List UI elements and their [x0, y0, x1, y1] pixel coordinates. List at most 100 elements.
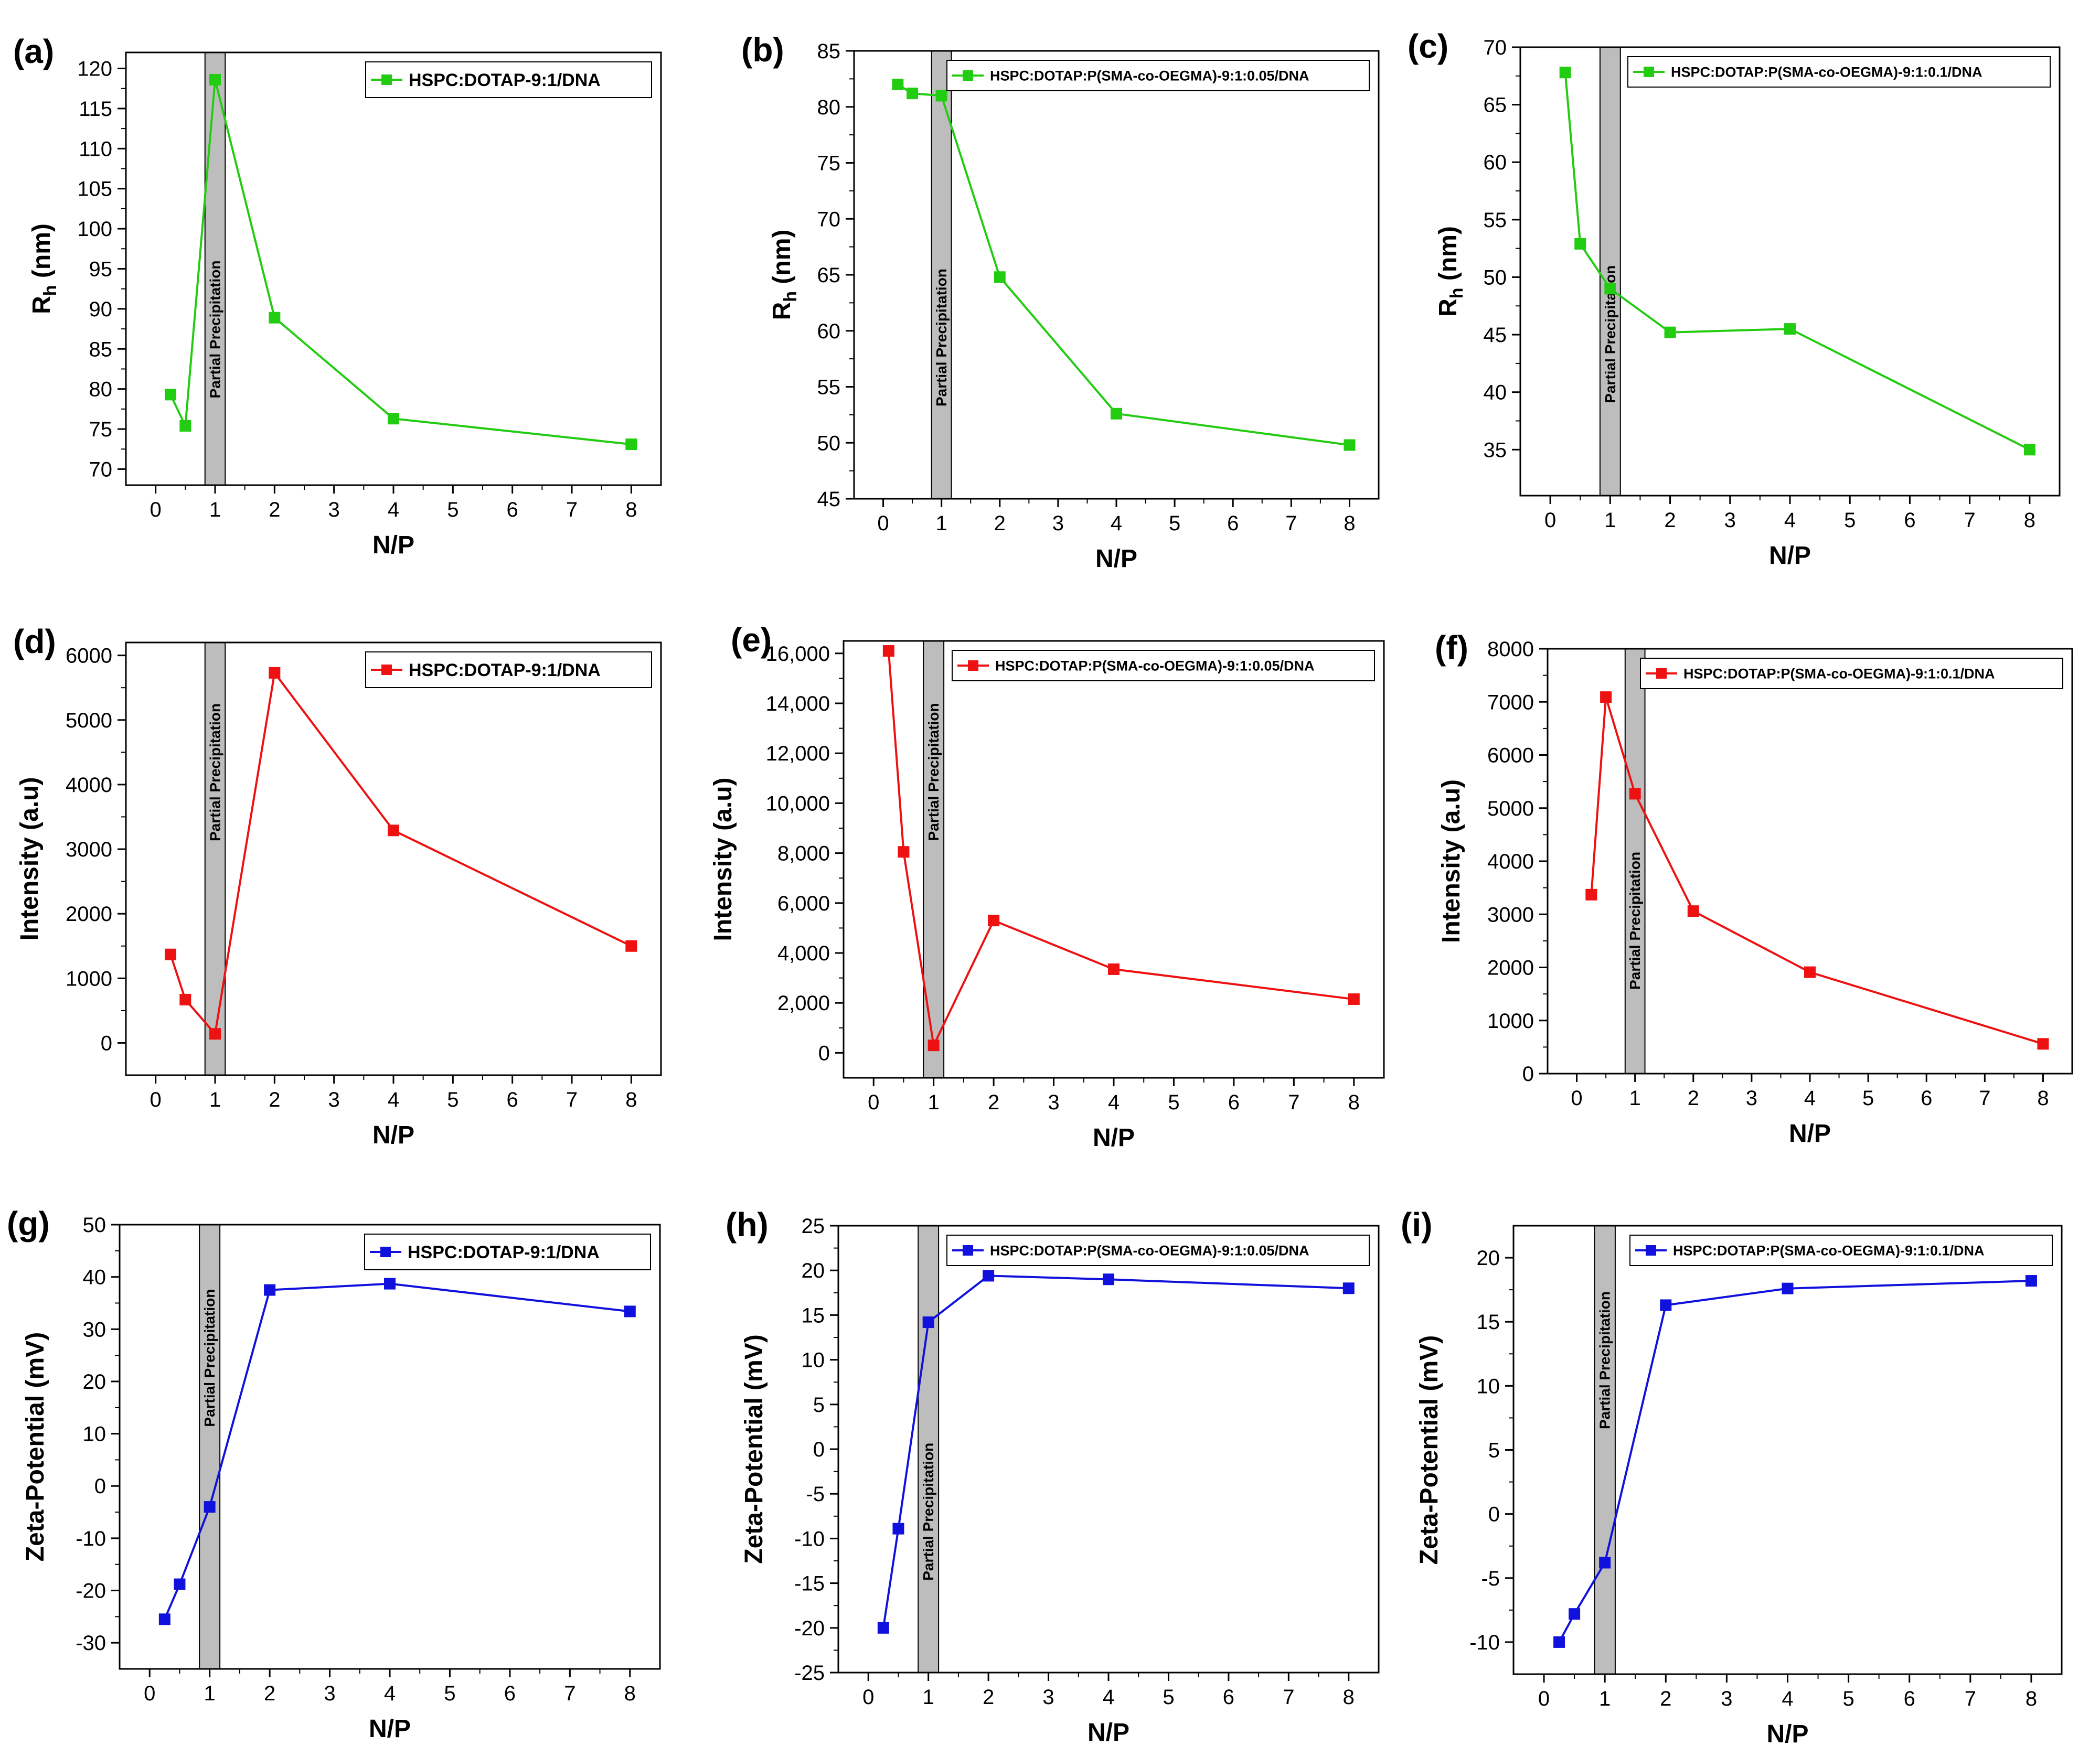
partial-precipitation-band	[931, 50, 952, 499]
x-tick-label: 4	[1782, 1687, 1793, 1710]
legend-marker	[1656, 668, 1667, 679]
data-point	[877, 1622, 889, 1634]
y-tick-label: 70	[817, 208, 841, 231]
data-point	[625, 940, 637, 952]
x-tick-label: 4	[1103, 1686, 1114, 1709]
data-point	[928, 1040, 940, 1052]
y-tick-label: 60	[817, 320, 841, 343]
y-tick-label: 20	[1477, 1247, 1500, 1270]
y-tick-label: 85	[817, 40, 841, 63]
data-point	[1108, 963, 1120, 975]
data-point	[269, 312, 281, 324]
band-label: Partial Precipitation	[1627, 852, 1643, 990]
y-tick-label: 10	[1477, 1375, 1500, 1398]
legend-box	[1640, 658, 2063, 689]
x-axis-title: N/P	[1769, 542, 1811, 570]
x-tick-label: 1	[1604, 509, 1616, 532]
y-tick-label: 0	[101, 1032, 112, 1055]
partial-precipitation-band	[199, 1224, 221, 1669]
y-axis-title: Intensity (a.u)	[709, 777, 737, 941]
data-point	[1599, 1557, 1611, 1569]
x-tick-label: 8	[625, 1088, 637, 1111]
y-axis-title: Zeta-Potential (mV)	[1415, 1335, 1443, 1565]
x-tick-label: 3	[1048, 1091, 1059, 1114]
data-point	[1687, 905, 1699, 917]
x-tick-label: 8	[625, 498, 637, 521]
y-tick-label: 4000	[66, 774, 112, 797]
x-tick-label: 0	[150, 1088, 162, 1111]
panel-letter: (c)	[1408, 27, 1448, 65]
data-point	[1559, 67, 1571, 79]
y-tick-label: 0	[813, 1438, 825, 1461]
legend-label: HSPC:DOTAP:P(SMA-co-OEGMA)-9:1:0.1/DNA	[1673, 1243, 1985, 1259]
data-point	[384, 1278, 396, 1290]
x-tick-label: 2	[1688, 1087, 1699, 1110]
data-point	[983, 1270, 995, 1282]
x-tick-label: 6	[1227, 512, 1239, 535]
x-tick-label: 4	[1804, 1087, 1816, 1110]
y-tick-label: 4000	[1487, 850, 1534, 873]
data-point	[165, 948, 176, 960]
x-tick-label: 7	[1288, 1091, 1299, 1114]
y-tick-label: -20	[76, 1580, 106, 1603]
data-point	[1604, 283, 1616, 295]
y-tick-label: 1000	[66, 967, 112, 990]
y-tick-label: 110	[79, 137, 112, 160]
y-tick-label: -20	[794, 1617, 825, 1640]
x-tick-label: 6	[1228, 1091, 1240, 1114]
x-tick-label: 8	[2026, 1687, 2037, 1710]
series-line	[887, 650, 1355, 1049]
panel-h: Partial Precipitation 0 1 2 3 4 5 6 7 8 -25 -20 -15 -…	[726, 1206, 1380, 1746]
x-tick-label: 1	[204, 1682, 216, 1705]
data-point	[209, 1028, 221, 1040]
x-tick-label: 4	[1111, 512, 1122, 535]
y-tick-label: 85	[89, 338, 113, 361]
data-point	[204, 1501, 216, 1513]
data-point	[1664, 326, 1676, 338]
legend-marker	[381, 74, 392, 85]
x-tick-label: 0	[1544, 509, 1556, 532]
data-point	[1569, 1608, 1581, 1620]
panel-d: Partial Precipitation 0 1 2 3 4 5 6 7 8 0 1000 2000 3…	[13, 623, 662, 1149]
data-point	[1660, 1299, 1672, 1311]
x-axis-title: N/P	[1088, 1719, 1129, 1746]
x-tick-label: 3	[1724, 509, 1736, 532]
x-tick-label: 5	[1169, 512, 1180, 535]
y-tick-label: 70	[1484, 36, 1507, 59]
data-point	[1111, 408, 1122, 420]
data-point	[935, 90, 947, 102]
x-tick-label: 7	[1964, 509, 1976, 532]
legend-label: HSPC:DOTAP-9:1/DNA	[409, 70, 601, 90]
x-axis-title: N/P	[372, 1121, 414, 1149]
y-axis-title: Rh (nm)	[1434, 226, 1467, 317]
y-tick-label: 50	[817, 432, 841, 455]
x-tick-label: 2	[983, 1686, 994, 1709]
panel-letter: (f)	[1435, 629, 1468, 667]
data-point	[892, 79, 904, 91]
panel-letter: (a)	[13, 33, 54, 70]
x-tick-label: 3	[328, 498, 340, 521]
y-tick-label: 0	[1488, 1503, 1500, 1526]
x-tick-label: 8	[2037, 1087, 2049, 1110]
y-tick-label: 2000	[66, 903, 112, 926]
data-point	[1629, 788, 1641, 800]
y-axis-title: Zeta-Potential (mV)	[740, 1334, 768, 1563]
data-point	[907, 88, 919, 100]
y-tick-label: 80	[89, 378, 113, 401]
x-tick-label: 5	[444, 1682, 455, 1705]
x-tick-label: 1	[1629, 1087, 1641, 1110]
data-point	[2037, 1038, 2049, 1050]
data-point	[1782, 1282, 1794, 1294]
data-point	[1348, 993, 1360, 1005]
y-tick-label: 30	[83, 1318, 106, 1341]
x-tick-label: 5	[1842, 1687, 1854, 1710]
panel-e: Partial Precipitation 0 1 2 3 4 5 6 7 8 0 2,000 4,00…	[709, 621, 1385, 1152]
y-tick-label: 2000	[1487, 957, 1534, 980]
partial-precipitation-band	[1594, 1225, 1616, 1675]
legend-box	[1627, 56, 2051, 88]
y-tick-label: 16,000	[766, 642, 830, 666]
y-tick-label: 10	[802, 1349, 825, 1372]
panel-letter: (i)	[1401, 1206, 1432, 1244]
y-tick-label: 6000	[1487, 744, 1534, 767]
